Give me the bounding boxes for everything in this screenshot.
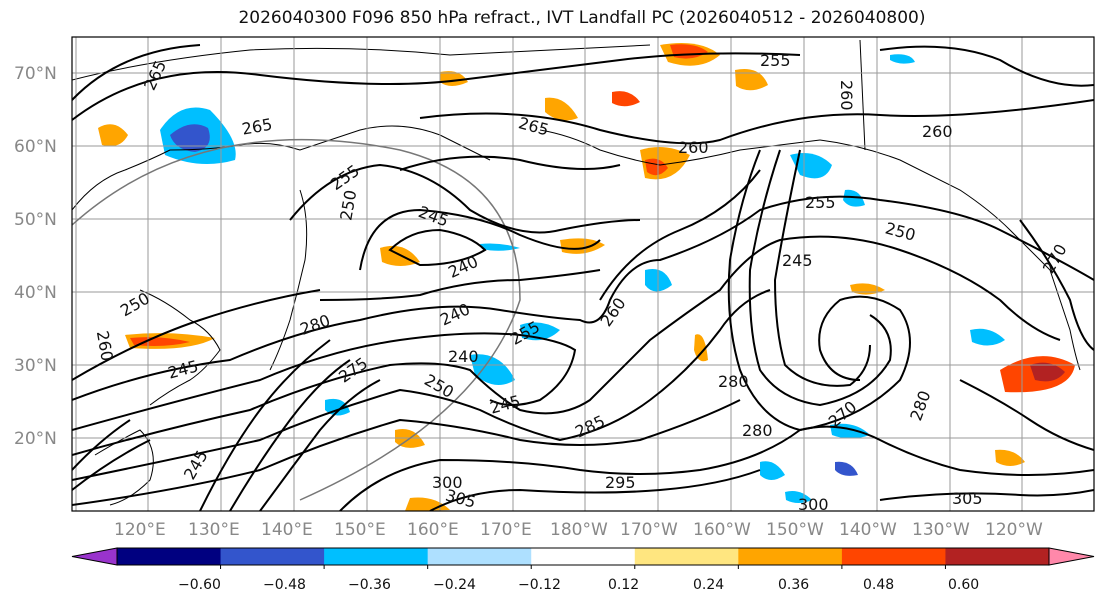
lon-label: 170°W — [620, 520, 678, 540]
negative-anomaly-patch — [890, 54, 915, 64]
positive-anomaly-patch — [1030, 362, 1065, 382]
lon-label: 170°E — [480, 520, 532, 540]
contour-label: 255 — [805, 193, 836, 212]
lon-label: 130°W — [912, 520, 970, 540]
contour-label: 260 — [922, 122, 953, 141]
colorbar-segment — [945, 548, 1050, 565]
lon-label: 160°E — [407, 520, 459, 540]
colorbar-tick-label: 0.48 — [863, 577, 894, 593]
lon-label: 160°W — [693, 520, 751, 540]
colorbar-segment — [634, 548, 739, 565]
contour-label: 300 — [432, 473, 463, 492]
colorbar-segment — [738, 548, 843, 565]
contour-label: 295 — [605, 473, 636, 492]
contour-label: 255 — [760, 51, 791, 70]
negative-anomaly-patch — [785, 491, 812, 503]
negative-anomaly-patch — [170, 124, 210, 152]
colorbar-segment — [531, 548, 636, 565]
map-frame — [71, 36, 1095, 512]
colorbar-tick-label: −0.12 — [518, 577, 561, 593]
colorbar-extend-low — [71, 547, 118, 566]
colorbar-extend-high — [1048, 547, 1095, 566]
colorbar-tick-label: −0.48 — [263, 577, 306, 593]
contour-lines — [72, 44, 1094, 511]
positive-anomaly-patch — [612, 91, 640, 107]
positive-anomaly-patch — [130, 337, 190, 346]
landfall-region-outline — [72, 138, 521, 501]
contour-label: 245 — [782, 251, 813, 270]
positive-anomaly-patch — [560, 238, 605, 254]
lon-label: 150°E — [334, 520, 386, 540]
negative-anomaly-patch — [835, 461, 858, 476]
colorbar-tick-label: −0.24 — [433, 577, 476, 593]
colorbar-tick-label: 0.24 — [693, 577, 724, 593]
latitude-labels: 70°N 60°N 50°N 40°N 30°N 20°N — [14, 64, 57, 449]
contour-label: 260 — [678, 138, 709, 157]
negative-anomaly-patch — [480, 243, 520, 251]
positive-anomaly-patch — [995, 449, 1025, 466]
colorbar-segment — [427, 548, 532, 565]
lat-label: 20°N — [14, 429, 57, 449]
lon-label: 140°W — [839, 520, 897, 540]
contour-label: 240 — [448, 347, 479, 366]
lon-label: 180°W — [550, 520, 608, 540]
colorbar-segment — [841, 548, 946, 565]
contour-label: 305 — [952, 489, 983, 508]
colorbar-tick-label: 0.36 — [778, 577, 809, 593]
colorbar-frame — [116, 547, 1050, 566]
lat-label: 60°N — [14, 137, 57, 157]
negative-anomaly-patch — [843, 189, 865, 207]
colorbar — [71, 547, 1095, 569]
negative-anomaly-patch — [790, 152, 832, 179]
contour-label: 280 — [742, 421, 773, 440]
contour-label: 280 — [718, 372, 749, 391]
colorbar-segment — [324, 548, 429, 565]
lat-label: 70°N — [14, 64, 57, 84]
positive-anomaly-patch — [694, 334, 708, 362]
contour-label: 260 — [837, 80, 856, 111]
map-title: 2026040300 F096 850 hPa refract., IVT La… — [238, 8, 926, 28]
lon-label: 130°E — [188, 520, 240, 540]
colorbar-tick-label: −0.36 — [348, 577, 391, 593]
lat-label: 50°N — [14, 210, 57, 230]
colorbar-tick-label: −0.60 — [178, 577, 221, 593]
negative-anomaly-patch — [470, 354, 515, 385]
colorbar-tick-labels: −0.60 −0.48 −0.36 −0.24 −0.12 0.12 0.24 … — [178, 577, 979, 593]
lat-label: 30°N — [14, 356, 57, 376]
negative-anomaly-patch — [970, 328, 1005, 346]
positive-anomaly-patch — [98, 124, 128, 147]
colorbar-segment — [220, 548, 325, 565]
longitude-labels: 120°E 130°E 140°E 150°E 160°E 170°E 180°… — [114, 520, 1043, 540]
lon-label: 120°W — [985, 520, 1043, 540]
positive-anomaly-patch — [735, 69, 768, 91]
lon-label: 140°E — [261, 520, 313, 540]
lon-label: 150°W — [766, 520, 824, 540]
contour-label: 300 — [798, 495, 829, 514]
positive-anomaly-patch — [645, 158, 668, 176]
lat-label: 40°N — [14, 283, 57, 303]
positive-anomaly-patch — [545, 97, 578, 121]
lon-label: 120°E — [114, 520, 166, 540]
colorbar-tick-label: 0.12 — [608, 577, 639, 593]
colorbar-segment — [117, 548, 222, 565]
negative-anomaly-patch — [760, 461, 785, 480]
colorbar-tick-label: 0.60 — [948, 577, 979, 593]
